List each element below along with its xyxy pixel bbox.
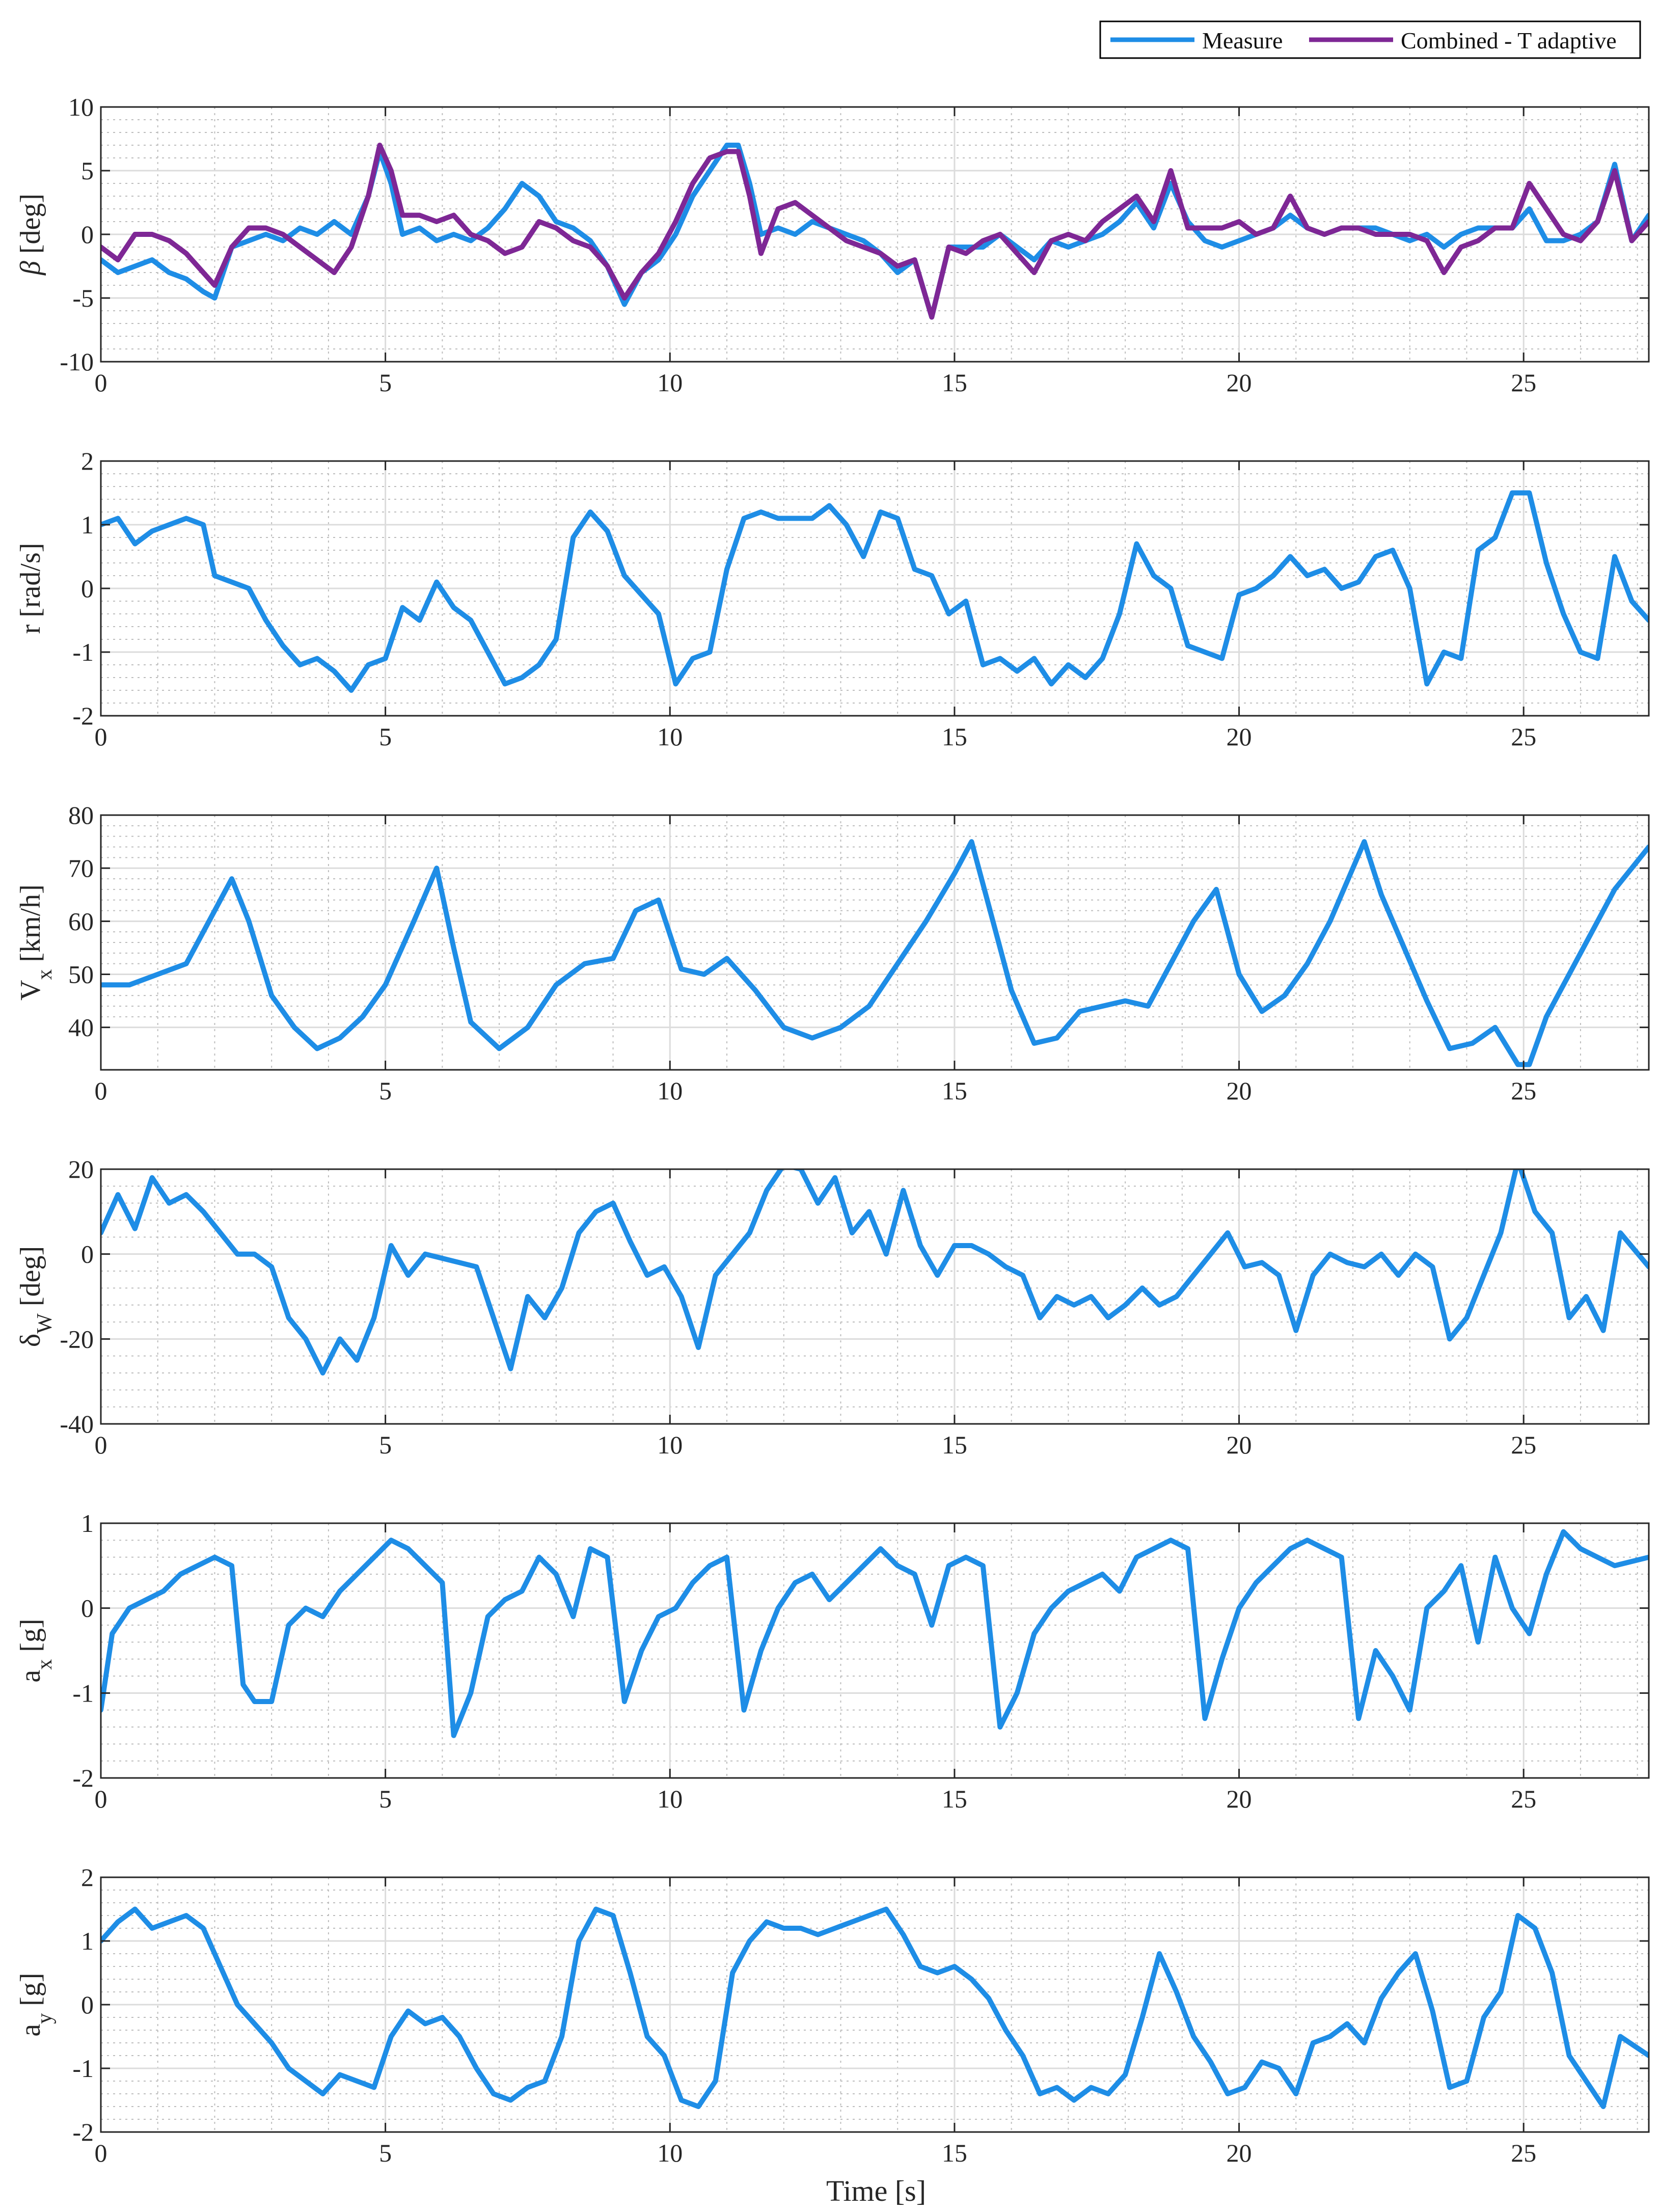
- axes-box: [100, 1168, 1650, 1425]
- legend-label-measure: Measure: [1202, 28, 1283, 53]
- y-tick-label: 80: [68, 801, 94, 829]
- x-tick-label: 25: [1511, 1431, 1536, 1459]
- x-tick-label: 25: [1511, 1076, 1536, 1105]
- axes-box: [100, 814, 1650, 1071]
- y-tick-label: 10: [68, 93, 94, 121]
- y-tick-label: 2: [81, 1863, 94, 1892]
- y-tick-label: 50: [68, 960, 94, 989]
- x-tick-label: 25: [1511, 722, 1536, 751]
- x-tick-label: 5: [379, 1076, 392, 1105]
- x-tick-label: 15: [942, 722, 967, 751]
- x-tick-label: 5: [379, 722, 392, 751]
- y-tick-label: -1: [72, 2054, 94, 2083]
- x-tick-label: 20: [1227, 368, 1252, 397]
- x-tick-label: 0: [95, 1785, 107, 1813]
- x-tick-label: 0: [95, 722, 107, 751]
- y-tick-label: 0: [81, 220, 94, 249]
- series-line-measure: [101, 1906, 1649, 2109]
- x-tick-label: 0: [95, 2139, 107, 2167]
- y-tick-label: 20: [68, 1155, 94, 1183]
- y-axis-label: ax [g]: [15, 1618, 57, 1682]
- x-tick-label: 20: [1227, 1785, 1252, 1813]
- y-tick-label: 0: [81, 1240, 94, 1269]
- y-tick-label: -1: [72, 638, 94, 666]
- x-tick-label: 15: [942, 1431, 967, 1459]
- x-tick-label: 20: [1227, 1431, 1252, 1459]
- x-tick-label: 25: [1511, 1785, 1536, 1813]
- x-tick-label: 15: [942, 1076, 967, 1105]
- subplot-2: 0 5 10 15 20 25 -2 -1 0 1 2 r [rad/s]: [15, 447, 1650, 751]
- y-tick-label: 60: [68, 907, 94, 935]
- y-tick-label: -2: [72, 1764, 94, 1792]
- x-tick-label: 20: [1227, 722, 1252, 751]
- series-line-combined: [101, 143, 1649, 320]
- legend: Measure Combined - T adaptive: [1099, 20, 1641, 59]
- y-tick-label: 0: [81, 574, 94, 603]
- series-line-measure: [101, 490, 1649, 693]
- x-tick-label: 5: [379, 2139, 392, 2167]
- y-tick-label: 0: [81, 1990, 94, 2019]
- subplot-6: 0 5 10 15 20 25 -2 -1 0 1 2 ay [g]: [15, 1863, 1650, 2167]
- y-tick-label: -5: [72, 284, 94, 312]
- x-tick-label: 5: [379, 368, 392, 397]
- subplot-1: 0 5 10 15 20 25 -10 -5 0 5 10 β [deg]: [15, 93, 1650, 397]
- y-tick-label: 1: [81, 510, 94, 539]
- x-tick-label: 0: [95, 1076, 107, 1105]
- x-tick-label: 20: [1227, 2139, 1252, 2167]
- x-tick-label: 15: [942, 1785, 967, 1813]
- y-tick-label: -2: [72, 2118, 94, 2146]
- x-tick-label: 20: [1227, 1076, 1252, 1105]
- y-tick-label: 1: [81, 1927, 94, 1955]
- x-tick-label: 10: [657, 1076, 683, 1105]
- y-axis-label: β [deg]: [15, 194, 46, 276]
- series-line-measure: [101, 1529, 1649, 1738]
- subplot-4: 0 5 10 15 20 25 -40 -20 0 20 δW [deg]: [15, 1155, 1650, 1459]
- subplot-5: 0 5 10 15 20 25 -2 -1 0 1 ax [g]: [15, 1509, 1650, 1813]
- y-tick-label: 70: [68, 854, 94, 882]
- y-tick-label: 1: [81, 1509, 94, 1537]
- y-tick-label: 40: [68, 1013, 94, 1042]
- y-tick-label: -10: [60, 347, 94, 376]
- x-tick-label: 10: [657, 1785, 683, 1813]
- legend-label-combined: Combined - T adaptive: [1401, 28, 1617, 53]
- y-tick-label: 2: [81, 447, 94, 475]
- x-tick-label: 10: [657, 722, 683, 751]
- y-axis-label: r [rad/s]: [15, 543, 46, 634]
- x-tick-label: 5: [379, 1785, 392, 1813]
- axes-box: [100, 1522, 1650, 1779]
- y-tick-label: 0: [81, 1594, 94, 1623]
- x-tick-label: 25: [1511, 2139, 1536, 2167]
- y-tick-label: 5: [81, 156, 94, 185]
- subplot-3: 0 5 10 15 20 25 40 50 60 70 80 Vx [km/h]: [15, 801, 1650, 1105]
- x-tick-label: 25: [1511, 368, 1536, 397]
- x-tick-label: 0: [95, 1431, 107, 1459]
- x-tick-label: 15: [942, 368, 967, 397]
- y-tick-label: -20: [60, 1325, 94, 1353]
- series-line-measure: [101, 839, 1649, 1067]
- y-tick-label: -1: [72, 1679, 94, 1707]
- x-axis-label: Time [s]: [826, 2174, 926, 2207]
- series-line-measure: [101, 1169, 1649, 1375]
- x-tick-label: 15: [942, 2139, 967, 2167]
- x-tick-label: 10: [657, 2139, 683, 2167]
- y-tick-label: -40: [60, 1410, 94, 1438]
- x-tick-label: 0: [95, 368, 107, 397]
- y-axis-label: ay [g]: [15, 1973, 57, 2036]
- y-axis-label: Vx [km/h]: [15, 884, 57, 1001]
- x-tick-label: 10: [657, 368, 683, 397]
- y-axis-label: δW [deg]: [15, 1246, 57, 1347]
- y-tick-label: -2: [72, 702, 94, 730]
- x-tick-label: 10: [657, 1431, 683, 1459]
- x-tick-label: 5: [379, 1431, 392, 1459]
